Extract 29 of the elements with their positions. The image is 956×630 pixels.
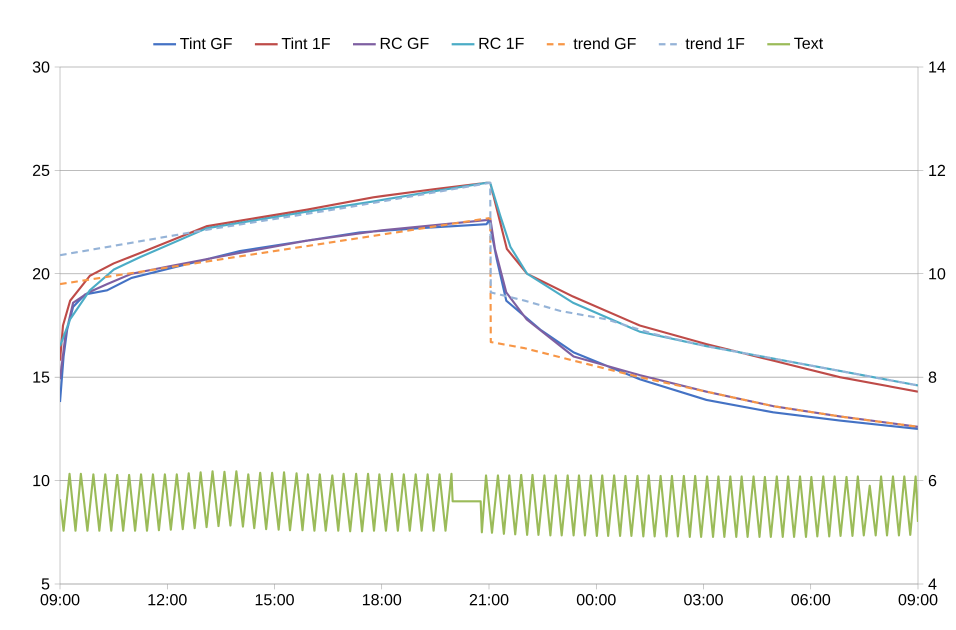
legend-label: Tint 1F — [282, 37, 330, 50]
legend-label: Tint GF — [180, 37, 232, 50]
legend-label: Text — [794, 38, 824, 49]
x-tick-label: 21:00 — [470, 594, 508, 606]
y-tick-label: 5 — [42, 578, 50, 590]
y2-tick-label: 12 — [929, 164, 946, 176]
y-tick-label: 15 — [33, 372, 50, 383]
line-series — [60, 470, 918, 538]
legend-label: RC GF — [380, 38, 429, 49]
y2-tick-label: 14 — [929, 61, 946, 72]
y2-tick-label: 6 — [928, 474, 936, 486]
x-tick-label: 00:00 — [576, 594, 616, 606]
legend-label: RC 1F — [479, 38, 524, 49]
y-tick-label: 25 — [32, 164, 50, 176]
legend-label: trend 1F — [686, 37, 744, 50]
y-tick-label: 30 — [32, 61, 50, 73]
x-tick-label: 06:00 — [791, 594, 830, 606]
y2-tick-label: 8 — [928, 372, 936, 383]
x-tick-label: 12:00 — [148, 594, 187, 606]
x-tick-label: 03:00 — [684, 594, 723, 606]
y-tick-label: 20 — [32, 268, 50, 280]
x-tick-label: 09:00 — [40, 594, 80, 606]
x-tick-label: 09:00 — [898, 594, 938, 606]
x-tick-label: 15:00 — [256, 594, 294, 606]
y-tick-label: 10 — [33, 474, 50, 486]
x-tick-label: 18:00 — [362, 594, 402, 606]
y2-tick-label: 4 — [928, 578, 936, 590]
y2-tick-label: 10 — [929, 268, 946, 280]
legend-label: trend GF — [574, 37, 636, 50]
